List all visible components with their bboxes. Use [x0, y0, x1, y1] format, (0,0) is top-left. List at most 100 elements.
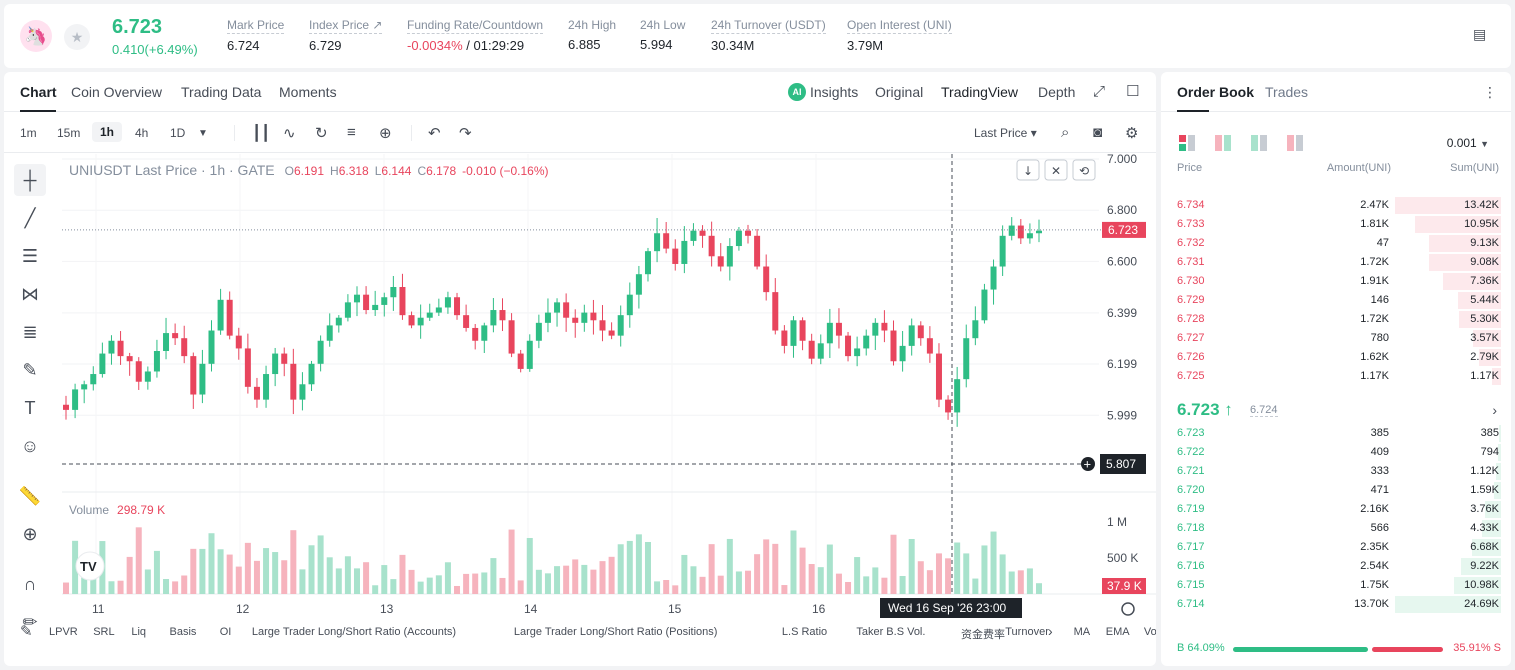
layout-asks-icon[interactable] — [1287, 135, 1303, 151]
tab-trades[interactable]: Trades — [1265, 84, 1309, 100]
bid-row[interactable]: 6.718 566 4.33K — [1161, 519, 1511, 538]
price-chart[interactable]: 7.000 6.800 6.600 6.399 6.199 5.999 11 12 13 14 15… — [4, 72, 1156, 620]
tradingview-logo-icon[interactable] — [75, 551, 105, 581]
indicator-item[interactable]: 资金费率 — [961, 629, 1006, 641]
layout-both-icon[interactable] — [1179, 135, 1195, 151]
fullscreen-icon[interactable]: ☐ — [1126, 83, 1140, 100]
indicator-item[interactable]: LPVR — [49, 626, 78, 638]
timeframe-1d[interactable]: 1D — [170, 126, 186, 140]
tab-trading-data[interactable]: Trading Data — [181, 84, 262, 100]
indicator-item[interactable]: Large Trader Long/Short Ratio (Accounts) — [251, 626, 457, 638]
tab-insights[interactable]: Insights — [810, 84, 859, 100]
search-icon[interactable]: ⌕ — [1061, 124, 1070, 141]
indicator-item[interactable]: EMA — [1105, 626, 1130, 638]
text-tool-icon[interactable]: T — [24, 397, 36, 418]
indicators-icon[interactable]: ∿ — [283, 125, 296, 142]
redo-icon[interactable]: ↷ — [459, 125, 472, 142]
ask-row[interactable]: 6.730 1.91K 7.36K — [1161, 272, 1511, 291]
tab-tradingview[interactable]: TradingView — [941, 84, 1019, 100]
collapse-icon[interactable] — [1044, 159, 1068, 181]
price-type-select[interactable]: Last Price ▾ — [974, 126, 1037, 140]
favorite-star-icon[interactable]: ★ — [64, 24, 90, 50]
ask-row[interactable]: 6.732 47 9.13K — [1161, 234, 1511, 253]
pattern-icon[interactable]: ⋈ — [21, 283, 39, 304]
ask-row[interactable]: 6.728 1.72K 5.30K — [1161, 310, 1511, 329]
tab-depth[interactable]: Depth — [1038, 84, 1076, 100]
replay-icon[interactable]: ↻ — [315, 125, 328, 142]
ruler-icon[interactable]: 📏 — [18, 485, 42, 506]
settings-gear-icon[interactable]: ⚙ — [1125, 125, 1139, 142]
indicator-item[interactable]: Volu — [1143, 626, 1156, 638]
indicator-item[interactable]: Taker B.S Vol. — [856, 626, 926, 638]
chevron-right-icon[interactable]: › — [1048, 623, 1053, 639]
candle-body — [108, 340, 115, 354]
indicator-item[interactable]: MA — [1073, 626, 1091, 638]
stat-open-interest[interactable]: Open Interest (UNI) 3.79M — [847, 18, 952, 53]
trend-line-icon[interactable]: ╱ — [24, 207, 36, 228]
fib-icon[interactable]: ≣ — [22, 321, 38, 342]
timeframe-1m[interactable]: 1m — [20, 126, 37, 140]
tab-order-book[interactable]: Order Book — [1177, 84, 1255, 100]
reset-view-icon[interactable] — [1072, 159, 1096, 181]
bid-row[interactable]: 6.717 2.35K 6.68K — [1161, 538, 1511, 557]
bid-row[interactable]: 6.715 1.75K 10.98K — [1161, 576, 1511, 595]
bid-row[interactable]: 6.714 13.70K 24.69K — [1161, 595, 1511, 614]
ask-row[interactable]: 6.727 780 3.57K — [1161, 329, 1511, 348]
indicator-item[interactable]: Basis — [169, 626, 197, 638]
indicator-item[interactable]: L.S Ratio — [781, 626, 828, 638]
axis-settings-icon[interactable] — [1121, 602, 1135, 616]
bid-row[interactable]: 6.722 409 794 — [1161, 443, 1511, 462]
timeframe-4h[interactable]: 4h — [135, 126, 149, 140]
edit-indicators-icon[interactable]: ✎ — [20, 623, 33, 640]
tab-moments[interactable]: Moments — [279, 84, 337, 100]
bid-row[interactable]: 6.716 2.54K 9.22K — [1161, 557, 1511, 576]
ask-row[interactable]: 6.734 2.47K 13.42K — [1161, 196, 1511, 215]
brush-icon[interactable]: ✎ — [22, 359, 38, 380]
layout-split-icon[interactable] — [1215, 135, 1231, 151]
book-icon[interactable]: ▤ — [1473, 26, 1487, 42]
timeframe-1h[interactable]: 1h — [92, 122, 123, 142]
indicator-item[interactable]: Liq — [131, 626, 147, 638]
stat-mark-price[interactable]: Mark Price 6.724 — [227, 18, 285, 53]
magnet-icon[interactable]: ∩ — [23, 573, 37, 594]
ask-row[interactable]: 6.729 146 5.44K — [1161, 291, 1511, 310]
zoom-in-icon[interactable]: ⊕ — [22, 523, 38, 544]
ask-row[interactable]: 6.733 1.81K 10.95K — [1161, 215, 1511, 234]
more-options-icon[interactable]: ⋮ — [1483, 84, 1497, 100]
timeframe-dropdown-icon[interactable]: ▼ — [198, 128, 208, 139]
bid-row[interactable]: 6.721 333 1.12K — [1161, 462, 1511, 481]
timeframe-15m[interactable]: 15m — [57, 126, 81, 140]
undo-icon[interactable]: ↶ — [428, 125, 441, 142]
expand-icon[interactable]: ⤢ — [1093, 83, 1106, 100]
stat-index-price[interactable]: Index Price ↗ 6.729 — [309, 18, 383, 53]
ask-row[interactable]: 6.726 1.62K 2.79K — [1161, 348, 1511, 367]
tab-coin-overview[interactable]: Coin Overview — [71, 84, 163, 100]
chevron-right-icon[interactable]: › — [1492, 402, 1497, 418]
indicator-item[interactable]: OI — [219, 626, 232, 638]
stat-funding-rate[interactable]: Funding Rate/Countdown -0.0034% / 01:29:… — [407, 18, 544, 53]
emoji-icon[interactable]: ☺ — [20, 435, 40, 456]
crosshair-add-icon[interactable] — [1081, 457, 1095, 471]
bid-row[interactable]: 6.720 471 1.59K — [1161, 481, 1511, 500]
stat-24h-turnover[interactable]: 24h Turnover (USDT) 30.34M — [711, 18, 826, 53]
layout-bids-icon[interactable] — [1251, 135, 1267, 151]
ask-row[interactable]: 6.731 1.72K 9.08K — [1161, 253, 1511, 272]
indicator-item[interactable]: SRL — [93, 626, 115, 638]
candle-type-icon[interactable]: ┃┃ — [252, 125, 271, 142]
precision-select[interactable]: 0.001 ▼ — [1447, 136, 1489, 150]
crosshair-icon[interactable]: ┼ — [14, 164, 46, 196]
horizontal-lines-icon[interactable]: ☰ — [21, 245, 39, 266]
bid-row[interactable]: 6.719 2.16K 3.76K — [1161, 500, 1511, 519]
bid-row[interactable]: 6.723 385 385 — [1161, 424, 1511, 443]
ask-row[interactable]: 6.725 1.17K 1.17K — [1161, 367, 1511, 386]
candle-body — [244, 348, 251, 387]
indicator-item[interactable]: Turnover — [1005, 626, 1049, 638]
tab-original[interactable]: Original — [875, 84, 924, 100]
add-indicator-icon[interactable]: ⊕ — [379, 125, 392, 142]
pencil-lock-icon[interactable]: ✏ — [22, 611, 38, 632]
camera-icon[interactable]: ◙ — [1093, 124, 1103, 141]
scroll-down-icon[interactable] — [1016, 159, 1040, 181]
tab-chart[interactable]: Chart — [20, 84, 57, 100]
indicator-item[interactable]: Large Trader Long/Short Ratio (Positions… — [513, 626, 718, 638]
layout-icon[interactable]: ≡ — [347, 124, 356, 141]
